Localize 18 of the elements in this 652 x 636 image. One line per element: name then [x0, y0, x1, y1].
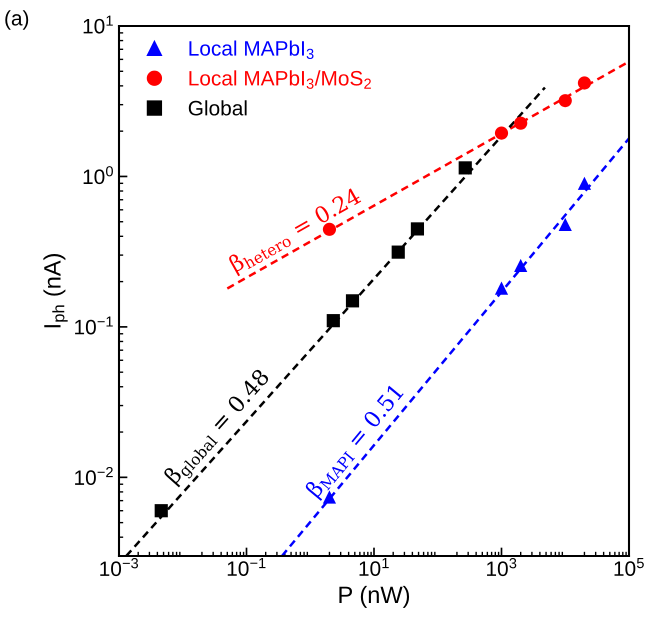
y-tick-label: 10$^{−2}$ [75, 466, 113, 486]
y-tick-label: 10$^{1}$ [84, 16, 113, 34]
annotation: β$_{MAPI}$ = 0.51 [304, 383, 408, 501]
legend-label: Local MAPbI$_{3}$/MoS$_{2}$ [189, 70, 371, 89]
text: (a) [5, 10, 28, 30]
x-tick-label: 10$^{5}$ [614, 558, 644, 576]
x-axis-title: P (nW) [339, 586, 410, 608]
x-tick-label: 10$^{−1}$ [228, 558, 266, 576]
x-tick-label: 10$^{−3}$ [100, 558, 138, 576]
y-tick-label: 10$^{0}$ [84, 166, 113, 184]
y-tick-label: 10$^{−1}$ [75, 316, 113, 334]
annotation: β$_{global}$ = 0.48 [162, 367, 275, 489]
legend-label: Local MAPbI$_{3}$ [189, 40, 314, 60]
y-axis-title: I$_{ph}$ (nA) [43, 254, 68, 328]
x-tick-label: 10$^{1}$ [360, 558, 389, 576]
legend-label: Global [188, 100, 247, 116]
annotation: β$_{hetero}$ = 0.24 [228, 186, 364, 276]
x-tick-label: 10$^{3}$ [487, 558, 516, 576]
